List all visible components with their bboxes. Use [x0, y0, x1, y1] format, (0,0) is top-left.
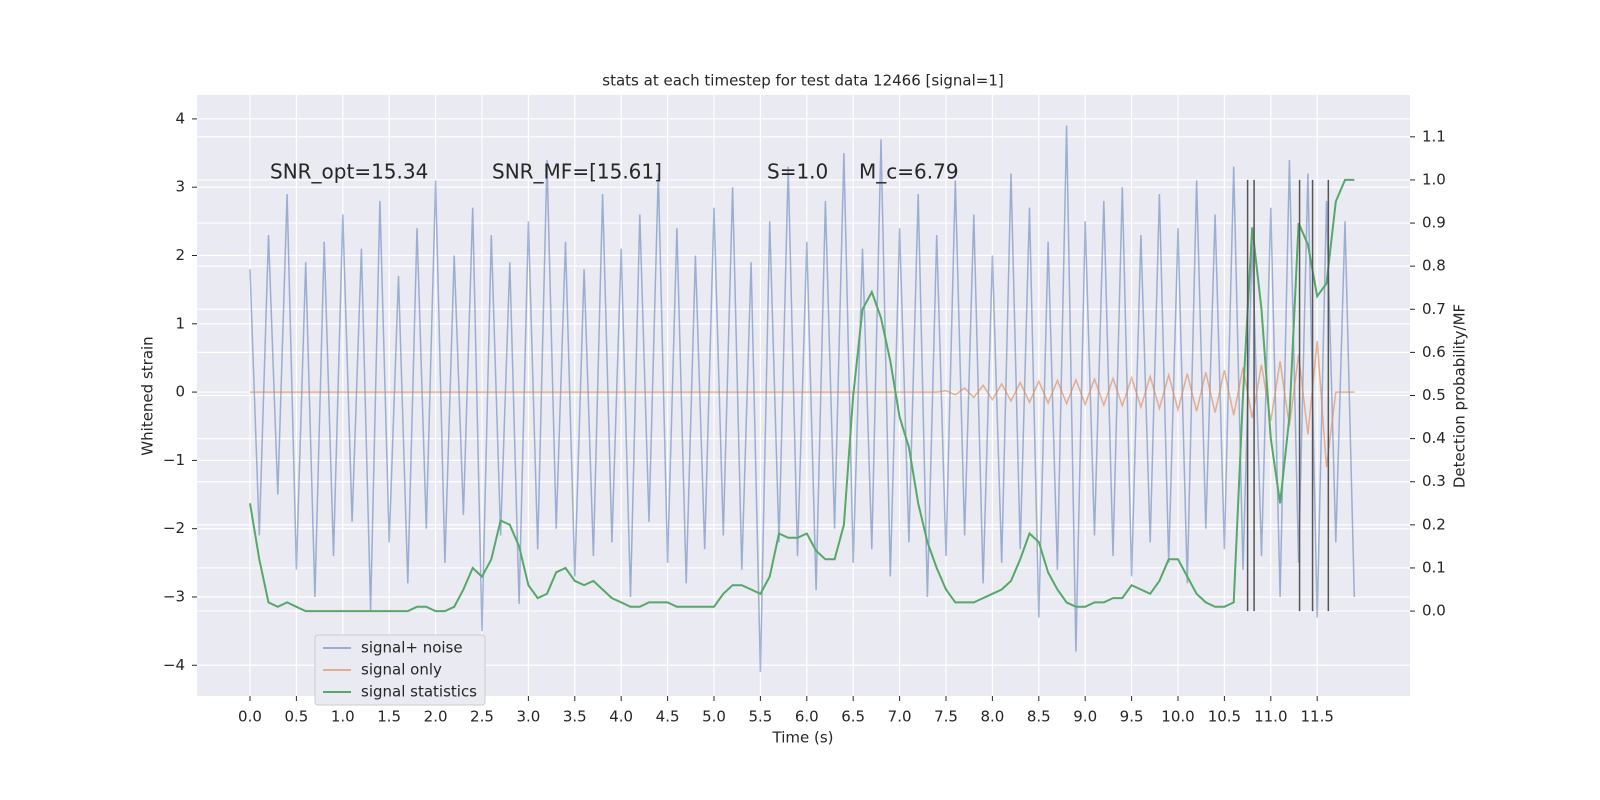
legend-label: signal only — [361, 661, 442, 679]
y-tick-label: 3 — [175, 178, 185, 196]
y-tick-label: −2 — [163, 519, 185, 537]
y2-tick-label: 1.0 — [1422, 170, 1446, 188]
y-tick-label: 2 — [175, 246, 185, 264]
y2-tick-label: 0.6 — [1422, 343, 1446, 361]
x-tick-label: 5.0 — [702, 708, 726, 726]
annotation: M_c=6.79 — [859, 160, 959, 184]
x-tick-label: 2.0 — [424, 708, 448, 726]
y2-tick-label: 0.1 — [1422, 558, 1446, 576]
x-tick-label: 5.5 — [748, 708, 772, 726]
y2-tick-label: 0.5 — [1422, 386, 1446, 404]
x-tick-label: 0.0 — [238, 708, 262, 726]
x-tick-label: 10.5 — [1208, 708, 1241, 726]
x-tick-label: 4.0 — [609, 708, 633, 726]
x-tick-label: 10.0 — [1161, 708, 1194, 726]
x-tick-label: 8.0 — [980, 708, 1004, 726]
legend-label: signal+ noise — [361, 639, 463, 657]
y2-tick-label: 0.3 — [1422, 472, 1446, 490]
y-axis-label: Whitened strain — [139, 336, 157, 455]
y2-tick-label: 0.2 — [1422, 515, 1446, 533]
chart-title: stats at each timestep for test data 124… — [602, 72, 1003, 90]
annotation: S=1.0 — [767, 160, 828, 184]
legend-label: signal statistics — [361, 683, 477, 701]
y-tick-label: −4 — [163, 656, 185, 674]
x-tick-label: 1.0 — [331, 708, 355, 726]
x-tick-label: 0.5 — [284, 708, 308, 726]
x-tick-label: 3.5 — [563, 708, 587, 726]
annotation: SNR_opt=15.34 — [270, 160, 428, 184]
annotation: SNR_MF=[15.61] — [492, 160, 662, 184]
y-tick-label: 1 — [175, 314, 185, 332]
y-tick-label: 0 — [175, 383, 185, 401]
y2-tick-label: 1.1 — [1422, 127, 1446, 145]
x-tick-label: 8.5 — [1027, 708, 1051, 726]
y2-tick-label: 0.9 — [1422, 214, 1446, 232]
series-line — [250, 340, 1355, 468]
x-tick-label: 11.0 — [1254, 708, 1287, 726]
x-tick-label: 7.0 — [888, 708, 912, 726]
y2-tick-label: 0.7 — [1422, 300, 1446, 318]
x-tick-label: 6.0 — [795, 708, 819, 726]
y2-tick-label: 0.4 — [1422, 429, 1446, 447]
x-tick-label: 11.5 — [1300, 708, 1333, 726]
series-line — [249, 125, 1356, 673]
series-line — [249, 178, 1355, 613]
y2-tick-label: 0.0 — [1422, 602, 1446, 620]
x-tick-label: 1.5 — [377, 708, 401, 726]
x-tick-label: 6.5 — [841, 708, 865, 726]
y-tick-label: 4 — [175, 109, 185, 127]
x-axis-label: Time (s) — [772, 729, 834, 747]
x-tick-label: 2.5 — [470, 708, 494, 726]
x-tick-label: 9.0 — [1073, 708, 1097, 726]
y2-axis-label: Detection probability/MF — [1451, 304, 1469, 488]
x-tick-label: 9.5 — [1120, 708, 1144, 726]
y-tick-label: −3 — [163, 587, 185, 605]
x-tick-label: 4.5 — [656, 708, 680, 726]
y2-tick-label: 0.8 — [1422, 257, 1446, 275]
x-tick-label: 3.0 — [516, 708, 540, 726]
y-tick-label: −1 — [163, 451, 185, 469]
legend-box — [314, 634, 486, 706]
x-tick-label: 7.5 — [934, 708, 958, 726]
